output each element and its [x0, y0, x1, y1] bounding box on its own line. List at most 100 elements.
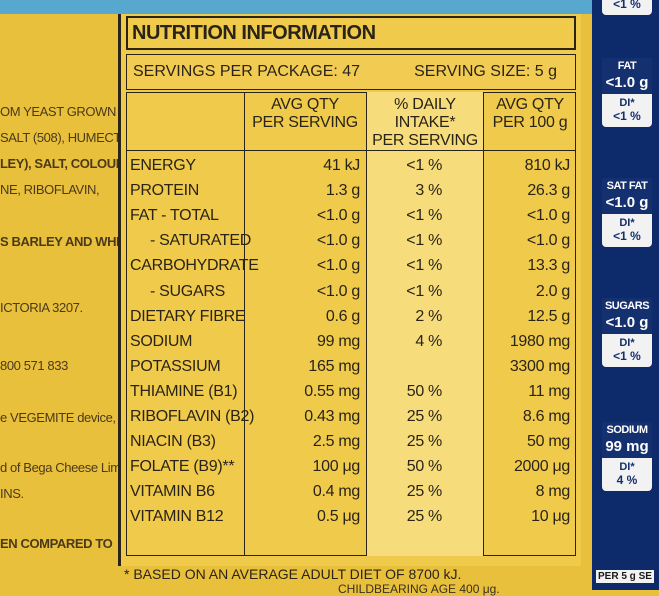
daily-intake-value: 25 %	[406, 508, 443, 526]
column-daily-intake	[366, 92, 484, 556]
nutrient-name: CARBOHYDRATE	[130, 257, 259, 275]
nutrient-name: - SATURATED	[150, 232, 251, 250]
daily-intake-value: 25 %	[406, 433, 443, 451]
badge-label: FAT	[602, 58, 652, 74]
daily-intake-value: 25 %	[406, 483, 443, 501]
badge-di: DI*	[619, 217, 635, 229]
per-100g-value: 10 μg	[531, 508, 570, 526]
column-per-serving	[244, 92, 366, 556]
nutrition-table	[126, 92, 576, 556]
nutrient-name: ENERGY	[130, 157, 196, 174]
nutrient-name: NIACIN (B3)	[130, 433, 216, 451]
per-serving-value: 1.3 g	[325, 182, 360, 200]
per-serving-note: PER 5 g SE	[596, 570, 654, 583]
header-divider	[126, 150, 576, 151]
per-serving-value: <1.0 g	[316, 232, 360, 250]
per-serving-value: <1.0 g	[316, 257, 360, 275]
ingredients-line: d of Bega Cheese Limited.	[0, 460, 144, 475]
badge-di: DI*	[619, 337, 635, 349]
nutrient-name: FOLATE (B9)**	[130, 458, 235, 476]
ingredients-line: NE, RIBOFLAVIN,	[0, 182, 100, 197]
ingredients-line: SALT (508), HUMECTANT	[0, 130, 145, 145]
per-serving-value: 0.5 μg	[316, 508, 360, 526]
badge-pct: <1 %	[613, 349, 641, 363]
nutrient-name: THIAMINE (B1)	[130, 382, 238, 400]
ingredients-line: EN COMPARED TO	[0, 536, 113, 551]
footnote: * BASED ON AN AVERAGE ADULT DIET OF 8700…	[124, 566, 462, 582]
per-100g-value: 13.3 g	[527, 257, 570, 275]
header-line-2: PER SERVING	[252, 114, 358, 131]
daily-intake-badge: DI*<1 %	[600, 0, 654, 17]
ingredients-line: LEY), SALT, COLOUR	[0, 156, 125, 171]
per-100g-value: 2.0 g	[535, 282, 570, 300]
daily-intake-value: <1 %	[406, 207, 442, 225]
daily-intake-value: 25 %	[406, 408, 443, 425]
footnote-cut: CHILDBEARING AGE 400 μg.	[338, 582, 500, 596]
nutrient-name: RIBOFLAVIN (B2)	[130, 408, 255, 425]
serving-size: SERVING SIZE: 5 g	[414, 63, 557, 80]
badge-label: SUGARS	[602, 298, 652, 314]
per-100g-value: <1.0 g	[526, 232, 570, 250]
badge-pct: <1 %	[613, 0, 641, 11]
ingredients-line: ICTORIA 3207.	[0, 300, 83, 315]
header-line-1: AVG QTY	[496, 96, 564, 113]
nutrient-name: VITAMIN B12	[130, 508, 224, 526]
nutrient-name: POTASSIUM	[130, 357, 221, 375]
header-line-1: AVG QTY	[271, 96, 339, 113]
daily-intake-value: <1 %	[406, 157, 442, 174]
badge-di: DI*	[619, 461, 635, 473]
per-100g-value: 8 mg	[535, 483, 571, 501]
header-avg-qty-100g: AVG QTY PER 100 g	[484, 96, 576, 132]
header-daily-intake: % DAILY INTAKE* PER SERVING	[366, 96, 484, 150]
ingredients-line: INS.	[0, 486, 24, 501]
per-100g-value: 11 mg	[528, 382, 570, 400]
per-serving-value: 2.5 mg	[312, 433, 360, 451]
per-serving-value: 41 kJ	[323, 157, 360, 174]
nutrient-name: DIETARY FIBRE	[130, 307, 246, 325]
badge-pct: <1 %	[613, 229, 641, 243]
daily-intake-value: <1 %	[406, 257, 442, 275]
per-100g-value: 1980 mg	[509, 332, 570, 350]
ingredients-line: OM YEAST GROWN ON	[0, 104, 138, 119]
header-line-2: PER 100 g	[492, 114, 568, 131]
badge-label: SAT FAT	[602, 178, 652, 194]
badge-value: <1.0 g	[602, 314, 652, 334]
per-serving-value: 0.43 mg	[304, 408, 360, 425]
daily-intake-badge: SAT FAT <1.0 g DI* <1 %	[600, 176, 654, 249]
per-serving-value: 0.55 mg	[304, 382, 360, 400]
badge-value: 99 mg	[602, 438, 652, 458]
badge-pct: 4 %	[616, 473, 638, 487]
per-100g-value: 2000 μg	[513, 458, 570, 476]
badge-di: DI*	[619, 97, 635, 109]
daily-intake-badge: SUGARS <1.0 g DI* <1 %	[600, 296, 654, 369]
panel-title: NUTRITION INFORMATION	[126, 16, 576, 50]
per-100g-value: 3300 mg	[509, 357, 570, 375]
daily-intake-value: 3 %	[415, 182, 442, 200]
top-blue-strip	[0, 0, 659, 14]
badge-value: <1.0 g	[602, 194, 652, 214]
per-serving-value: 165 mg	[308, 357, 360, 375]
per-serving-value: <1.0 g	[316, 207, 360, 225]
servings-per-package: SERVINGS PER PACKAGE: 47	[133, 63, 361, 80]
daily-intake-value: <1 %	[406, 282, 442, 300]
header-line-2: PER SERVING	[372, 132, 478, 149]
nutrient-name: VITAMIN B6	[130, 483, 215, 501]
nutrient-name: PROTEIN	[130, 182, 200, 200]
header-line-1: % DAILY INTAKE*	[394, 96, 456, 131]
per-serving-value: 0.4 mg	[312, 483, 360, 501]
per-serving-value: 100 μg	[312, 458, 361, 476]
daily-intake-badge: SODIUM 99 mg DI* 4 %	[600, 420, 654, 493]
daily-intake-value: <1 %	[406, 232, 442, 250]
header-avg-qty-serving: AVG QTY PER SERVING	[246, 96, 364, 132]
nutrient-name: FAT - TOTAL	[130, 207, 219, 225]
daily-intake-value: 2 %	[415, 307, 442, 325]
per-100g-value: 810 kJ	[524, 157, 571, 174]
badge-pct: <1 %	[613, 109, 641, 123]
daily-intake-value: 4 %	[415, 332, 442, 350]
per-100g-value: 50 mg	[527, 433, 570, 451]
per-100g-value: 26.3 g	[527, 182, 570, 200]
nutrient-name: SODIUM	[130, 332, 193, 350]
per-serving-value: 99 mg	[317, 332, 360, 350]
badge-value: <1.0 g	[602, 74, 652, 94]
daily-intake-value: 50 %	[406, 382, 443, 400]
